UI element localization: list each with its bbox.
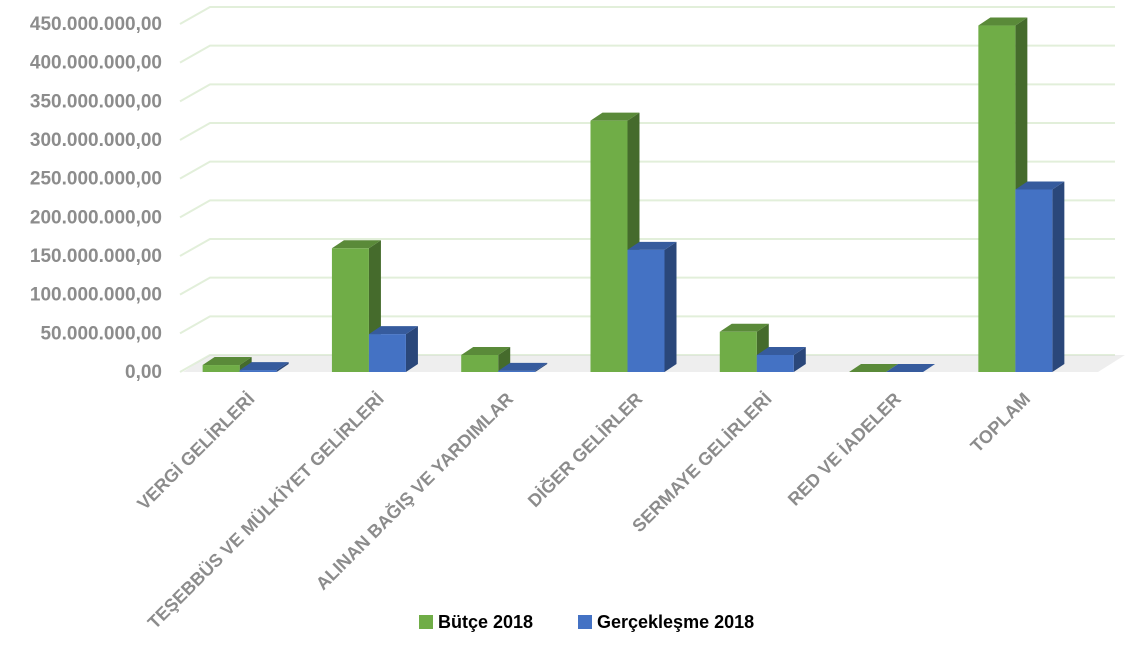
bar-gerceklesme [368, 326, 418, 372]
gridline [179, 354, 1115, 373]
gridline [179, 83, 1115, 103]
y-tick-label: 200.000.000,00 [30, 207, 162, 228]
gridline [179, 199, 1115, 219]
x-tick-label: SERMAYE GELİRLERİ [628, 389, 775, 536]
bar-butce [849, 364, 899, 372]
y-tick-label: 0,00 [125, 362, 162, 383]
gridline [179, 160, 1115, 180]
gridline [179, 44, 1115, 64]
bar-gerceklesme [886, 364, 936, 372]
bars [202, 17, 1065, 373]
y-tick-label: 50.000.000,00 [40, 323, 162, 344]
bar-butce [331, 240, 381, 372]
bar-gerceklesme [1015, 181, 1065, 372]
y-tick-label: 400.000.000,00 [30, 53, 162, 74]
gridline [179, 315, 1115, 335]
x-tick-label: VERGİ GELİRLERİ [133, 389, 258, 514]
x-tick-label: RED VE İADELER [784, 389, 905, 510]
bar-gerceklesme [627, 241, 677, 372]
bar-butce [461, 346, 511, 372]
x-tick-label: DİĞER GELİRLER [523, 388, 646, 511]
y-axis-tick-labels: 0,00 50.000.000,00 100.000.000,00 150.000.0… [30, 14, 162, 383]
legend-label-gerceklesme: Gerçekleşme 2018 [597, 612, 754, 632]
legend: Bütçe 2018 Gerçekleşme 2018 [419, 612, 754, 632]
bar-gerceklesme [498, 362, 548, 372]
y-tick-label: 250.000.000,00 [30, 169, 162, 190]
y-tick-label: 350.000.000,00 [30, 91, 162, 112]
legend-swatch-butce [419, 615, 433, 629]
gridline [179, 6, 1115, 25]
bar-gerceklesme [756, 346, 806, 372]
bar-butce [719, 323, 769, 372]
y-tick-label: 450.000.000,00 [30, 14, 162, 35]
gridline [179, 122, 1115, 141]
legend-label-butce: Bütçe 2018 [438, 612, 533, 632]
y-tick-label: 300.000.000,00 [30, 130, 162, 151]
gridlines [179, 6, 1115, 373]
y-tick-label: 100.000.000,00 [30, 285, 162, 306]
y-tick-label: 150.000.000,00 [30, 246, 162, 267]
legend-swatch-gerceklesme [578, 615, 592, 629]
bar-gerceklesme [239, 362, 289, 372]
gridline [179, 238, 1115, 257]
x-tick-label: TEŞEBBÜS VE MÜLKİYET GELİRLERİ [144, 389, 388, 633]
gridline [179, 276, 1115, 296]
x-tick-label: TOPLAM [967, 389, 1035, 457]
